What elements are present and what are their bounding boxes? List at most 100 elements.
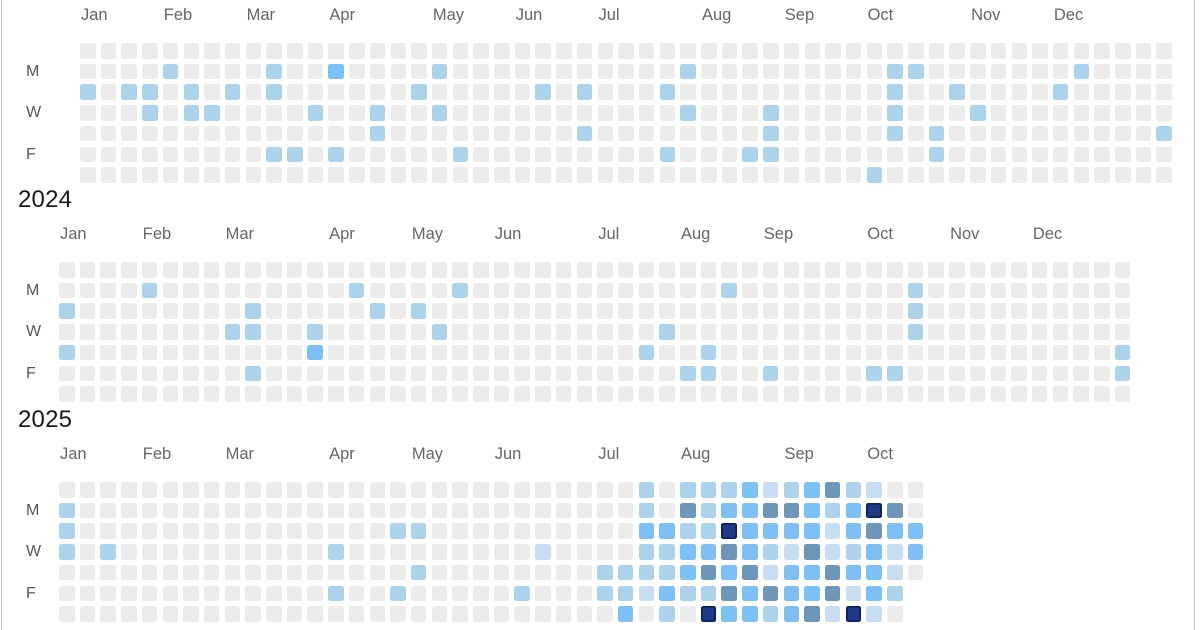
day-cell[interactable] <box>162 84 179 100</box>
day-cell[interactable] <box>1115 146 1131 162</box>
day-cell[interactable] <box>742 606 758 622</box>
day-cell[interactable] <box>224 523 241 539</box>
day-cell[interactable] <box>307 84 324 100</box>
day-cell[interactable] <box>183 63 199 80</box>
day-cell[interactable] <box>908 167 924 183</box>
day-cell[interactable] <box>59 606 75 622</box>
day-cell[interactable] <box>287 125 303 142</box>
day-cell[interactable] <box>514 125 531 142</box>
day-cell[interactable] <box>204 167 220 183</box>
day-cell[interactable] <box>597 482 613 498</box>
day-cell[interactable] <box>1115 167 1131 183</box>
day-cell[interactable] <box>762 303 779 319</box>
day-cell[interactable] <box>762 544 779 560</box>
day-cell[interactable] <box>493 365 510 381</box>
day-cell[interactable] <box>783 282 799 299</box>
day-cell[interactable] <box>286 344 303 361</box>
day-cell[interactable] <box>721 125 738 142</box>
day-cell[interactable] <box>1135 146 1152 162</box>
day-cell[interactable] <box>493 324 510 340</box>
day-cell[interactable] <box>79 344 96 361</box>
day-cell[interactable] <box>659 84 676 100</box>
day-cell[interactable] <box>79 365 96 381</box>
day-cell[interactable] <box>183 167 199 183</box>
day-cell[interactable] <box>763 146 779 162</box>
day-cell[interactable] <box>887 167 903 183</box>
day-cell[interactable] <box>617 386 634 402</box>
day-cell[interactable] <box>701 43 717 59</box>
day-cell[interactable] <box>390 43 406 59</box>
day-cell[interactable] <box>452 84 469 100</box>
day-cell[interactable] <box>638 502 655 519</box>
day-cell[interactable] <box>700 262 717 278</box>
day-cell[interactable] <box>162 125 179 142</box>
day-cell[interactable] <box>990 344 1006 361</box>
day-cell[interactable] <box>1052 105 1069 121</box>
day-cell[interactable] <box>638 523 655 539</box>
day-cell[interactable] <box>618 105 634 121</box>
day-cell[interactable] <box>245 324 261 340</box>
day-cell[interactable] <box>514 262 530 278</box>
day-cell[interactable] <box>1073 344 1089 361</box>
day-cell[interactable] <box>307 585 323 601</box>
day-cell[interactable] <box>949 344 965 361</box>
day-cell[interactable] <box>349 167 365 183</box>
day-cell[interactable] <box>680 606 696 622</box>
day-cell[interactable] <box>866 146 883 162</box>
day-cell[interactable] <box>224 262 241 278</box>
day-cell[interactable] <box>493 482 510 498</box>
day-cell[interactable] <box>804 482 820 498</box>
day-cell[interactable] <box>1114 386 1131 402</box>
day-cell[interactable] <box>431 105 448 121</box>
day-cell[interactable] <box>411 146 427 162</box>
day-cell[interactable] <box>969 365 986 381</box>
day-cell[interactable] <box>969 324 986 340</box>
day-cell[interactable] <box>701 125 717 142</box>
day-cell[interactable] <box>990 262 1006 278</box>
day-cell[interactable] <box>576 105 593 121</box>
day-cell[interactable] <box>804 365 820 381</box>
day-cell[interactable] <box>990 43 1007 59</box>
day-cell[interactable] <box>1073 365 1089 381</box>
day-cell[interactable] <box>514 523 530 539</box>
day-cell[interactable] <box>1135 63 1152 80</box>
day-cell[interactable] <box>597 282 613 299</box>
day-cell[interactable] <box>203 523 220 539</box>
day-cell[interactable] <box>783 303 799 319</box>
day-cell[interactable] <box>887 125 903 142</box>
day-cell[interactable] <box>576 544 592 560</box>
day-cell[interactable] <box>659 585 675 601</box>
day-cell[interactable] <box>349 146 365 162</box>
day-cell[interactable] <box>824 386 841 402</box>
day-cell[interactable] <box>286 365 303 381</box>
day-cell[interactable] <box>680 502 696 519</box>
day-cell[interactable] <box>245 564 261 581</box>
day-cell[interactable] <box>845 125 862 142</box>
day-cell[interactable] <box>659 344 675 361</box>
day-cell[interactable] <box>224 63 241 80</box>
day-cell[interactable] <box>825 105 841 121</box>
day-cell[interactable] <box>100 564 116 581</box>
day-cell[interactable] <box>328 63 344 80</box>
day-cell[interactable] <box>700 585 717 601</box>
day-cell[interactable] <box>535 282 551 299</box>
day-cell[interactable] <box>1114 324 1131 340</box>
day-cell[interactable] <box>328 502 344 519</box>
day-cell[interactable] <box>845 523 862 539</box>
day-cell[interactable] <box>266 282 282 299</box>
day-cell[interactable] <box>307 125 324 142</box>
day-cell[interactable] <box>203 386 220 402</box>
day-cell[interactable] <box>390 146 406 162</box>
day-cell[interactable] <box>1031 262 1048 278</box>
day-cell[interactable] <box>328 167 344 183</box>
day-cell[interactable] <box>266 502 282 519</box>
day-cell[interactable] <box>307 303 323 319</box>
day-cell[interactable] <box>204 63 220 80</box>
day-cell[interactable] <box>287 63 303 80</box>
day-cell[interactable] <box>887 564 903 581</box>
day-cell[interactable] <box>452 167 469 183</box>
day-cell[interactable] <box>142 43 158 59</box>
day-cell[interactable] <box>1094 365 1110 381</box>
day-cell[interactable] <box>204 84 220 100</box>
day-cell[interactable] <box>949 63 965 80</box>
